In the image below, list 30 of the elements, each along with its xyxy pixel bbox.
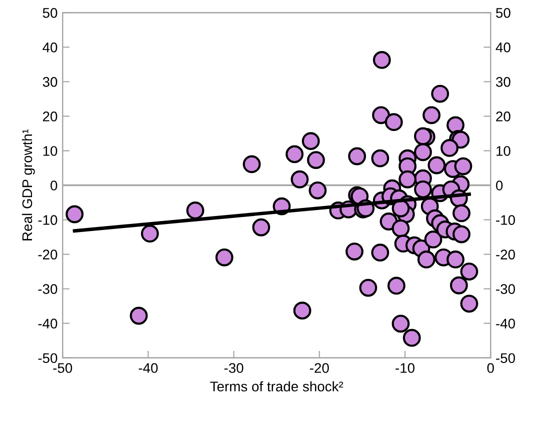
y2-tick-label: 40 (496, 42, 510, 52)
y2-tick-label: 30 (496, 77, 510, 87)
x-tick-label: 0 (487, 363, 494, 373)
y2-tick-label: -20 (496, 250, 515, 260)
x-tick-label: -20 (310, 363, 329, 373)
x-tick-label: -10 (396, 363, 414, 373)
y2-tick-label: 10 (496, 146, 510, 156)
y-tick-label: -10 (38, 215, 58, 225)
y-tick-label: 40 (42, 42, 58, 52)
y-tick-label: -40 (38, 318, 58, 329)
y-tick-label: -50 (38, 353, 58, 364)
x-tick-label: -50 (53, 363, 72, 373)
y2-tick-label: 0 (496, 180, 503, 190)
y-tick-label: 30 (42, 77, 58, 87)
y-tick-label: 0 (50, 180, 58, 190)
y-tick-label: 50 (42, 8, 58, 18)
y2-tick-label: -10 (496, 215, 515, 225)
y-tick-label: 20 (42, 112, 58, 122)
y2-tick-label: -50 (496, 353, 515, 364)
y-tick-label: -30 (38, 284, 58, 294)
y-tick-label: 10 (43, 146, 58, 156)
y-axis-title: Real GDP growth¹ (22, 129, 35, 240)
x-tick-label: -30 (224, 363, 244, 373)
y2-tick-label: -30 (496, 284, 515, 294)
y2-tick-label: 50 (496, 8, 510, 18)
y-tick-label: -20 (38, 250, 58, 260)
x-axis-title: Terms of trade shock² (210, 381, 344, 392)
y2-tick-label: -40 (496, 318, 515, 329)
x-tick-label: -40 (138, 363, 158, 373)
y2-tick-label: 20 (496, 112, 510, 122)
